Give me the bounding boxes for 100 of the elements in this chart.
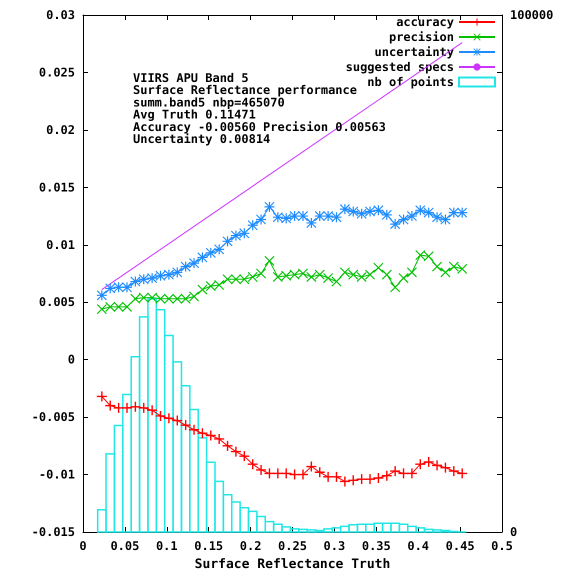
point bbox=[340, 267, 350, 278]
point bbox=[222, 274, 233, 284]
point bbox=[340, 204, 350, 214]
point bbox=[331, 472, 342, 482]
y-tick-label: 0.03 bbox=[46, 8, 75, 22]
point bbox=[415, 459, 426, 470]
x-tick-label: 0.5 bbox=[491, 539, 513, 553]
point bbox=[415, 205, 426, 216]
point bbox=[281, 468, 292, 478]
point bbox=[331, 212, 342, 222]
y-tick-label: 0.02 bbox=[46, 122, 75, 137]
point bbox=[248, 272, 258, 282]
y-tick-label: 0.015 bbox=[38, 180, 75, 194]
y-tick-label: 0.025 bbox=[38, 65, 75, 80]
point bbox=[323, 472, 334, 482]
x-tick-label: 0.4 bbox=[407, 539, 430, 553]
point bbox=[147, 405, 158, 416]
point bbox=[457, 468, 468, 478]
point bbox=[138, 402, 149, 413]
annotation: summ.band5 nbp=465070 bbox=[133, 95, 285, 110]
point bbox=[457, 264, 468, 274]
point bbox=[290, 270, 300, 280]
point bbox=[156, 294, 166, 304]
point bbox=[147, 292, 158, 303]
point bbox=[156, 270, 166, 281]
point bbox=[356, 474, 367, 484]
point bbox=[105, 400, 116, 411]
point bbox=[390, 466, 400, 476]
x-tick-label: 0.3 bbox=[324, 539, 346, 553]
point bbox=[424, 456, 434, 467]
x-tick-label: 0.15 bbox=[194, 539, 224, 553]
point bbox=[189, 291, 200, 302]
point bbox=[382, 470, 392, 481]
point bbox=[424, 208, 434, 218]
x-tick-label: 0.2 bbox=[240, 539, 262, 553]
point bbox=[180, 420, 191, 430]
point bbox=[248, 220, 258, 230]
point bbox=[272, 272, 283, 282]
point bbox=[214, 280, 224, 290]
point bbox=[356, 272, 367, 282]
legend-label: precision bbox=[388, 30, 454, 44]
point bbox=[440, 462, 450, 473]
point bbox=[264, 256, 274, 266]
annotation: VIIRS APU Band 5 bbox=[133, 71, 249, 85]
point bbox=[290, 470, 300, 480]
legend-label: nb of points bbox=[367, 75, 454, 89]
point bbox=[298, 268, 308, 278]
y-tick-label: -0.01 bbox=[38, 468, 75, 482]
point bbox=[398, 273, 409, 284]
point bbox=[390, 219, 400, 230]
point bbox=[172, 416, 182, 426]
x-tick-label: 0.45 bbox=[446, 539, 475, 553]
y-tick-label: -0.015 bbox=[32, 525, 75, 539]
y-tick-label: -0.005 bbox=[32, 410, 75, 424]
point bbox=[314, 467, 325, 478]
point bbox=[373, 473, 384, 483]
point bbox=[248, 459, 258, 470]
x-tick-label: 0.1 bbox=[156, 539, 178, 553]
point bbox=[114, 402, 124, 413]
point bbox=[348, 206, 358, 216]
x-tick-label: 0.25 bbox=[278, 539, 307, 553]
point bbox=[239, 228, 250, 238]
point bbox=[138, 274, 149, 284]
point bbox=[222, 236, 233, 246]
point bbox=[189, 424, 200, 435]
point bbox=[323, 273, 334, 284]
y-tick-label: 0.005 bbox=[38, 295, 75, 310]
point bbox=[365, 474, 376, 484]
x-axis-title: Surface Reflectance Truth bbox=[194, 557, 390, 572]
point bbox=[230, 446, 241, 457]
point bbox=[440, 267, 450, 278]
annotation: Avg Truth 0.11471 bbox=[133, 108, 256, 122]
point bbox=[365, 270, 376, 280]
point bbox=[206, 430, 216, 440]
point bbox=[406, 468, 417, 478]
x-tick-label: 0.35 bbox=[362, 539, 391, 553]
point bbox=[432, 460, 442, 470]
y-tick-label: 0 bbox=[68, 352, 75, 367]
y2-tick-label: 0 bbox=[510, 525, 518, 539]
point bbox=[122, 282, 132, 292]
point bbox=[197, 428, 208, 438]
point bbox=[164, 413, 174, 424]
point bbox=[406, 267, 417, 278]
annotation: Accuracy -0.00560 Precision 0.00563 bbox=[133, 120, 386, 134]
point bbox=[331, 276, 342, 287]
point bbox=[114, 302, 124, 312]
point bbox=[256, 464, 266, 475]
point bbox=[432, 212, 442, 222]
point bbox=[306, 272, 316, 282]
point bbox=[130, 402, 140, 412]
point bbox=[348, 475, 358, 486]
point bbox=[197, 284, 208, 295]
point bbox=[96, 304, 107, 314]
point bbox=[272, 212, 283, 222]
y2-tick-label: 100000 bbox=[510, 8, 554, 22]
point bbox=[448, 262, 459, 272]
point bbox=[222, 440, 233, 451]
y-tick-label: 0.01 bbox=[46, 238, 75, 252]
annotation: Uncertainty 0.00814 bbox=[133, 132, 270, 146]
point bbox=[214, 434, 224, 444]
